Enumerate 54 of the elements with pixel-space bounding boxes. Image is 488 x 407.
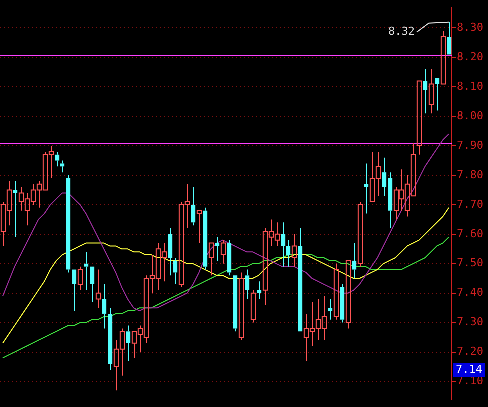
candlestick [423, 68, 428, 114]
candlestick [203, 207, 208, 270]
candlestick [334, 263, 340, 320]
candlestick [191, 186, 196, 226]
candlestick [388, 172, 393, 230]
candlestick [78, 266, 84, 291]
candlestick [72, 270, 77, 312]
y-tick-label: 7.90 [457, 138, 484, 152]
candlestick [238, 272, 244, 341]
candlestick [286, 240, 291, 268]
candlestick [227, 240, 232, 276]
candlestick [257, 281, 262, 300]
annotation: 8.32 [388, 25, 416, 38]
y-tick-label: 8.20 [457, 50, 484, 64]
candlestick [90, 266, 95, 303]
y-tick-label: 7.40 [457, 286, 484, 300]
candlestick [352, 242, 357, 280]
y-tick-label: 7.20 [457, 345, 484, 358]
candlestick [66, 175, 71, 274]
y-tick-label: 7.30 [457, 316, 484, 329]
candlestick [220, 240, 226, 264]
y-tick-label: 7.50 [457, 256, 484, 270]
candlestick [440, 30, 446, 85]
candlestick [340, 284, 345, 324]
candlestick [60, 160, 65, 174]
candlestick [126, 325, 131, 362]
candlestick [108, 308, 113, 370]
annotation: 7.14 [456, 362, 483, 376]
y-tick-label: 7.80 [457, 168, 484, 182]
candlestick [298, 228, 303, 332]
candlestick [233, 276, 238, 332]
candlestick [196, 210, 202, 244]
candlestick [382, 157, 387, 197]
candlestick [208, 242, 214, 276]
y-tick-label: 8.30 [457, 21, 484, 34]
candlestick [364, 163, 369, 214]
candlestick [84, 252, 89, 291]
candlestick [168, 228, 173, 276]
candlestick [292, 234, 298, 268]
y-tick-label: 7.70 [457, 198, 484, 211]
candlestick [245, 269, 250, 300]
y-tick-label: 8.00 [457, 109, 484, 122]
candlestick [328, 298, 333, 320]
candlestick [96, 269, 102, 309]
candlestick [55, 151, 60, 168]
candlestick [428, 68, 434, 114]
candlestick [281, 222, 286, 268]
y-tick-label: 8.10 [457, 80, 484, 93]
candlestick [13, 180, 18, 238]
candlestick [102, 284, 107, 330]
y-tick-label: 7.60 [457, 227, 484, 240]
candlestick [435, 78, 440, 112]
candlestick [416, 80, 422, 156]
candlestick [173, 258, 178, 286]
